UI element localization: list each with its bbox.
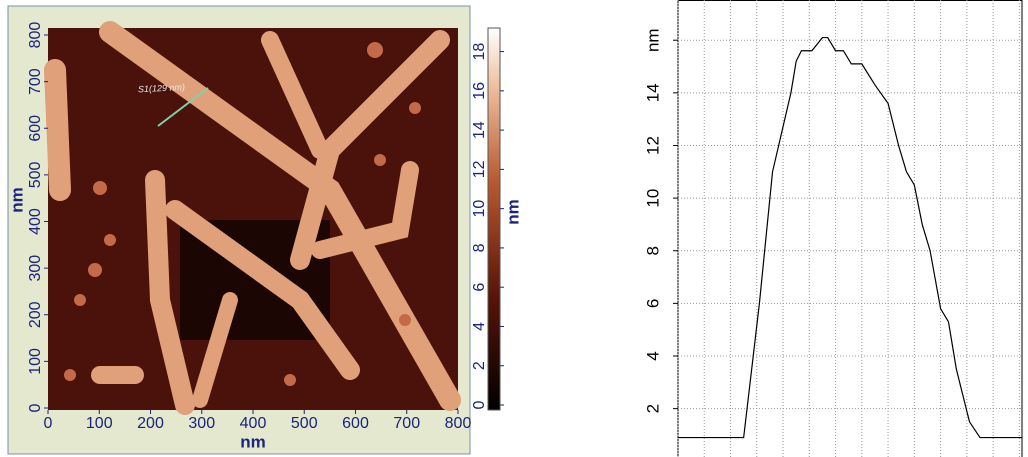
y-tick-label: 14	[643, 83, 662, 102]
x-tick-label: 300	[188, 415, 215, 432]
colorbar-tick-label: 10	[471, 200, 488, 218]
colorbar-tick-label: 14	[471, 121, 488, 139]
y-tick-label: 600	[27, 115, 44, 142]
afm-image	[44, 21, 461, 415]
y-tick-label: 400	[27, 208, 44, 235]
x-tick-label: 100	[86, 415, 113, 432]
x-tick-label: 500	[291, 415, 318, 432]
y-tick-label: 800	[27, 22, 44, 49]
colorbar-label: nm	[503, 199, 522, 225]
x-axis-label: nm	[240, 432, 266, 451]
colorbar	[487, 27, 501, 411]
colorbar-tick-label: 18	[471, 43, 488, 61]
x-tick-label: 800	[445, 415, 472, 432]
x-tick-label: 0	[44, 415, 53, 432]
y-tick-label: 500	[27, 161, 44, 188]
y-tick-label: 300	[27, 255, 44, 282]
colorbar-tick-label: 8	[471, 243, 488, 252]
y-tick-label: 4	[643, 351, 662, 360]
y-tick-label: 6	[643, 299, 662, 308]
colorbar-tick-label: 6	[471, 283, 488, 292]
annotation: S1(129 nm)	[138, 82, 185, 94]
y-tick-label: 200	[27, 301, 44, 328]
colorbar-tick-label: 2	[471, 361, 488, 370]
y-tick-label: 12	[643, 136, 662, 155]
colorbar-tick-label: 0	[471, 400, 488, 409]
y-tick-label: 8	[643, 246, 662, 255]
y-axis-label: nm	[7, 187, 26, 213]
y-tick-label: 100	[27, 348, 44, 375]
y-tick-label: 2	[643, 404, 662, 413]
colorbar-tick-label: 4	[471, 322, 488, 331]
colorbar-tick-label: 12	[471, 160, 488, 178]
y-tick-label: 0	[27, 403, 44, 412]
y-tick-label: 700	[27, 68, 44, 95]
colorbar-tick-label: 16	[471, 82, 488, 100]
profile-line	[678, 36, 1022, 439]
x-tick-label: 400	[240, 415, 267, 432]
x-tick-label: 600	[342, 415, 369, 432]
y-tick-label: 10	[643, 189, 662, 208]
x-tick-label: 700	[393, 415, 420, 432]
x-tick-label: 200	[137, 415, 164, 432]
y-axis-label: nm	[643, 28, 662, 52]
